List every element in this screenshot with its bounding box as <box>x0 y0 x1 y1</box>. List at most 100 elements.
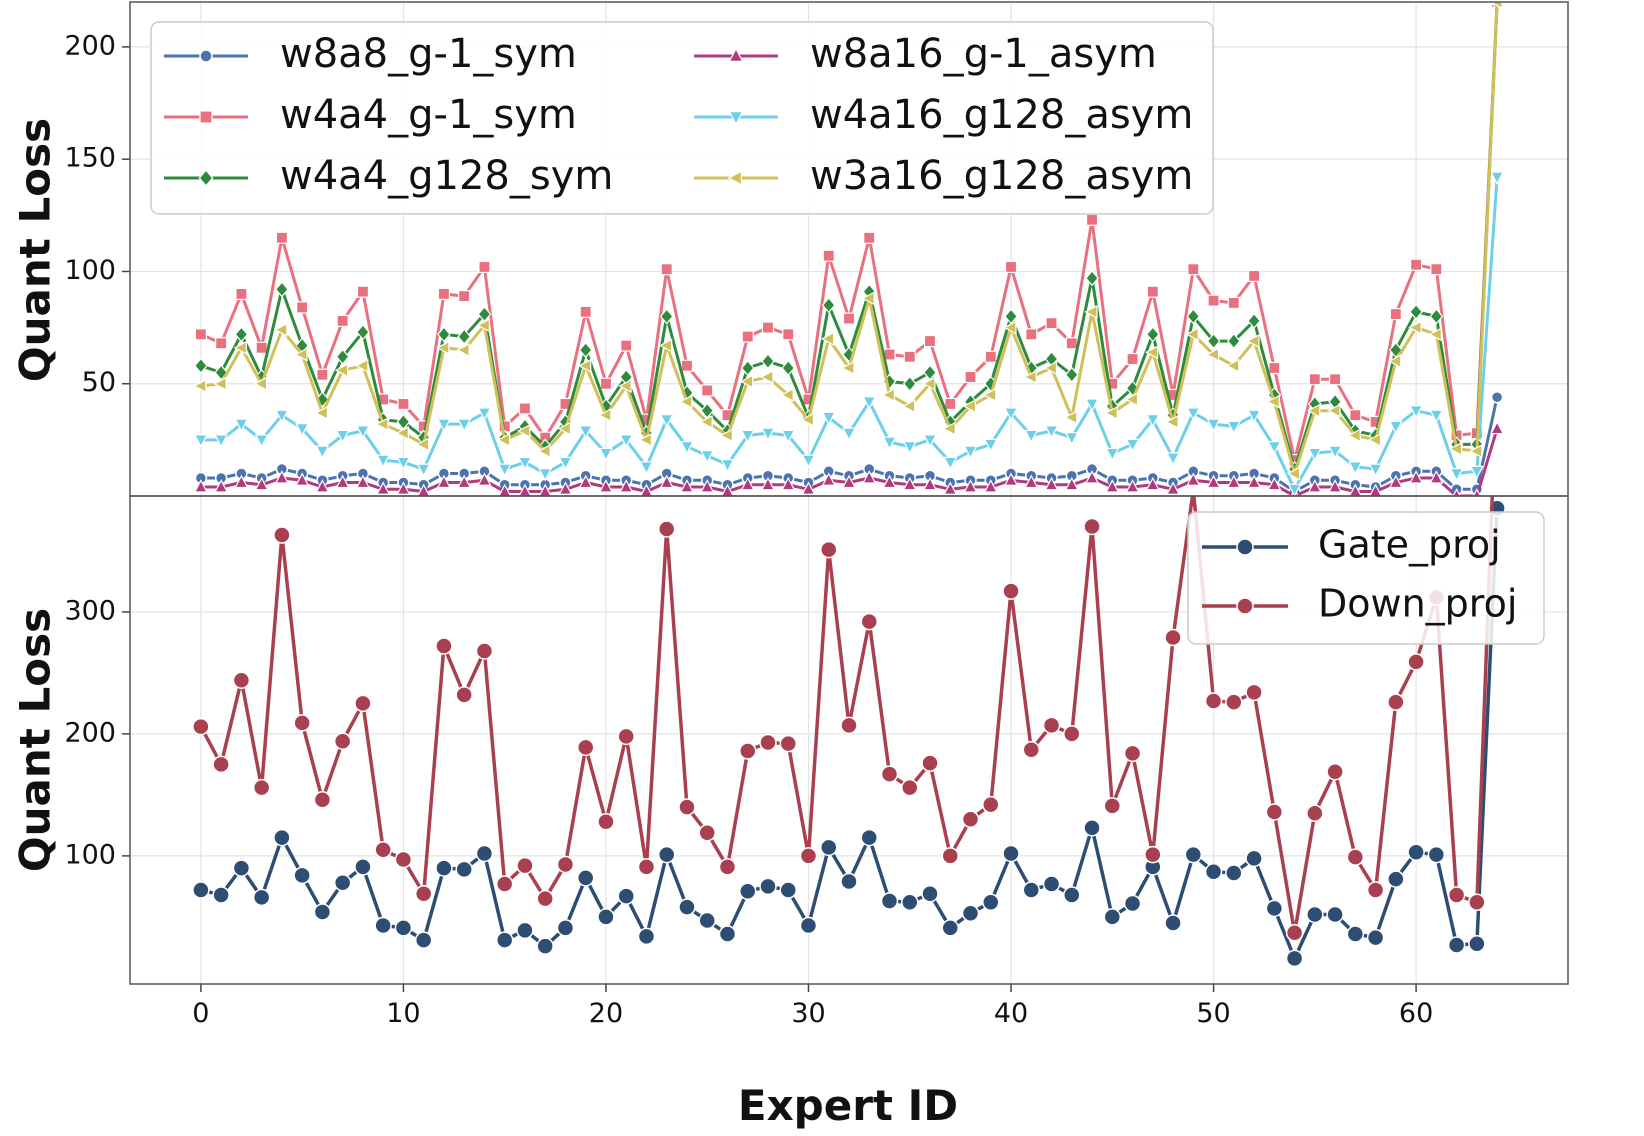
point-w4a16-g128-asym-51 <box>1226 420 1241 435</box>
bottom-panel: 100 200 300 0 10 20 30 40 50 60 Gate_proj Down_pr… <box>64 496 1568 1029</box>
top-ytick-label-200: 200 <box>64 30 116 61</box>
legend-label-w4a4-g128-sym: w4a4_g128_sym <box>280 153 613 199</box>
point-w8a16-g-1-asym-12 <box>436 474 451 489</box>
point-down-proj-29 <box>779 734 797 753</box>
point-down-proj-34 <box>880 765 899 783</box>
point-gate-proj-0 <box>192 881 210 899</box>
point-down-proj-24 <box>678 798 696 816</box>
point-w3a16-g128-asym-12 <box>436 340 450 355</box>
series-gate-proj <box>192 499 1506 968</box>
point-w8a16-g-1-asym-3 <box>254 476 269 491</box>
point-w8a16-g-1-asym-52 <box>1247 474 1262 489</box>
point-w4a4-g-1-sym-21 <box>620 339 633 352</box>
point-gate-proj-35 <box>901 893 919 912</box>
point-w4a16-g128-asym-0 <box>193 434 208 448</box>
point-w3a16-g128-asym-31 <box>820 331 835 346</box>
point-w4a4-g128-sym-28 <box>761 353 775 370</box>
top-legend-box <box>150 21 1214 215</box>
point-w4a16-g128-asym-28 <box>760 427 776 442</box>
point-gate-proj-19 <box>576 869 595 887</box>
point-w8a16-g-1-asym-26 <box>720 483 734 496</box>
point-down-proj-21 <box>617 727 635 746</box>
point-w8a16-g-1-asym-15 <box>498 483 512 496</box>
point-down-proj-55 <box>1306 804 1324 822</box>
point-w4a4-g-1-sym-40 <box>1004 260 1018 274</box>
point-w8a16-g-1-asym-24 <box>679 479 695 493</box>
point-w4a4-g-1-sym-1 <box>215 337 228 350</box>
point-down-proj-8 <box>354 694 372 713</box>
point-w4a4-g-1-sym-49 <box>1187 263 1200 276</box>
point-down-proj-10 <box>394 850 413 869</box>
point-w4a4-g-1-sym-59 <box>1389 308 1402 321</box>
point-w3a16-g128-asym-6 <box>314 405 328 420</box>
point-w8a16-g-1-asym-49 <box>1186 472 1201 486</box>
point-down-proj-48 <box>1164 628 1182 647</box>
point-w4a4-g-1-sym-51 <box>1227 296 1240 309</box>
point-w8a16-g-1-asym-2 <box>234 474 249 489</box>
point-w3a16-g128-asym-7 <box>334 363 349 378</box>
point-w4a4-g128-sym-8 <box>356 324 370 341</box>
point-w3a16-g128-asym-37 <box>942 421 956 436</box>
point-w4a16-g128-asym-19 <box>578 425 593 439</box>
point-down-proj-43 <box>1063 725 1081 743</box>
point-w8a16-g-1-asym-21 <box>619 479 634 493</box>
point-w4a16-g128-asym-29 <box>781 429 796 444</box>
point-w8a16-g-1-asym-28 <box>760 476 776 491</box>
point-w8a16-g-1-asym-38 <box>963 479 978 493</box>
point-w3a16-g128-asym-49 <box>1185 327 1199 342</box>
point-w8a16-g-1-asym-7 <box>335 474 350 489</box>
point-w4a4-g128-sym-2 <box>234 326 249 343</box>
point-w4a4-g128-sym-52 <box>1247 312 1261 329</box>
point-gate-proj-27 <box>738 882 757 901</box>
legend-marker-w4a16-g128-asym <box>728 110 744 126</box>
point-w4a4-g128-sym-4 <box>275 281 289 298</box>
point-w3a16-g128-asym-27 <box>739 374 754 389</box>
point-w8a16-g-1-asym-31 <box>821 472 836 486</box>
point-w4a16-g128-asym-40 <box>1003 407 1019 421</box>
series-w4a16-g128-asym <box>193 171 1505 496</box>
point-w3a16-g128-asym-19 <box>577 358 592 373</box>
point-w4a4-g128-sym-19 <box>578 341 593 359</box>
bottom-legend: Gate_proj Down_proj <box>1187 511 1545 645</box>
point-w8a16-g-1-asym-42 <box>1044 476 1059 491</box>
point-gate-proj-58 <box>1366 928 1385 947</box>
point-w4a4-g128-sym-12 <box>437 326 451 343</box>
point-w4a4-g-1-sym-42 <box>1045 317 1058 330</box>
point-down-proj-62 <box>1447 886 1466 904</box>
point-w8a16-g-1-asym-63 <box>1472 488 1481 496</box>
legend-label-w4a16-g128-asym: w4a16_g128_asym <box>810 92 1193 138</box>
point-w4a4-g-1-sym-4 <box>275 231 289 244</box>
point-down-proj-58 <box>1366 881 1385 899</box>
legend-entry-w8a16-g-1-asym: w8a16_g-1_asym <box>694 31 1157 77</box>
point-w3a16-g128-asym-63 <box>1468 444 1483 459</box>
point-w3a16-g128-asym-30 <box>800 412 815 427</box>
point-w4a4-g-1-sym-35 <box>903 350 916 363</box>
point-w8a16-g-1-asym-50 <box>1206 474 1221 489</box>
point-down-proj-0 <box>192 717 210 736</box>
point-gate-proj-2 <box>232 859 251 877</box>
top-y-ticks: 50 100 150 200 <box>64 30 130 398</box>
point-w4a4-g-1-sym-32 <box>842 312 856 325</box>
point-w4a4-g-1-sym-36 <box>923 334 937 348</box>
point-w3a16-g128-asym-62 <box>1448 441 1463 456</box>
point-down-proj-15 <box>495 875 514 893</box>
point-down-proj-6 <box>313 791 332 809</box>
point-w4a4-g-1-sym-53 <box>1268 361 1281 375</box>
point-down-proj-52 <box>1245 683 1263 702</box>
point-down-proj-47 <box>1144 845 1162 864</box>
point-w4a4-g-1-sym-14 <box>478 260 491 274</box>
point-w4a4-g128-sym-51 <box>1226 332 1241 350</box>
point-down-proj-60 <box>1407 653 1425 671</box>
point-w8a16-g-1-asym-5 <box>295 472 310 486</box>
point-gate-proj-6 <box>313 903 332 921</box>
point-w4a16-g128-asym-26 <box>720 459 735 473</box>
top-legend: w8a8_g-1_sym w4a4_g-1_sym w4a4_g128_sym w8a… <box>150 21 1214 215</box>
legend-marker-w3a16-g128-asym <box>727 170 743 186</box>
point-w4a16-g128-asym-22 <box>639 461 654 475</box>
point-w3a16-g128-asym-54 <box>1286 466 1301 481</box>
point-w8a16-g-1-asym-57 <box>1348 483 1362 496</box>
point-w3a16-g128-asym-46 <box>1124 392 1139 407</box>
legend-marker-w4a4-g128-sym <box>198 169 214 187</box>
point-gate-proj-5 <box>293 866 311 885</box>
point-w4a4-g128-sym-7 <box>335 348 350 365</box>
